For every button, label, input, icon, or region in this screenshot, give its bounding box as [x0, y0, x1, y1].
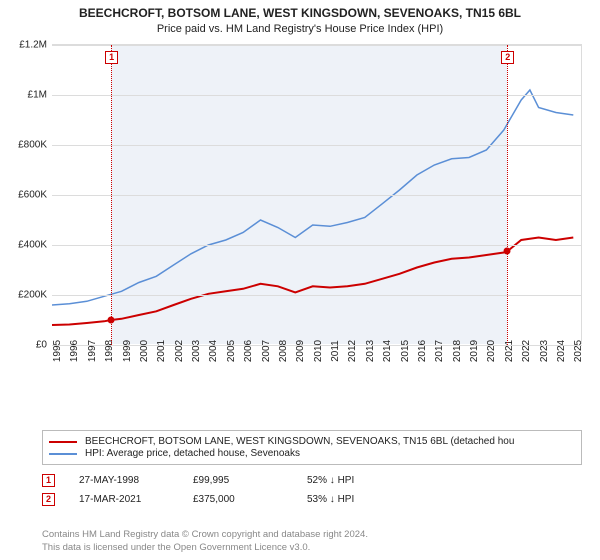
x-axis-label: 2000	[139, 340, 150, 362]
legend-item: BEECHCROFT, BOTSOM LANE, WEST KINGSDOWN,…	[49, 436, 575, 447]
legend-box: BEECHCROFT, BOTSOM LANE, WEST KINGSDOWN,…	[42, 430, 582, 465]
x-axis-label: 2018	[452, 340, 463, 362]
x-axis-label: 2003	[191, 340, 202, 362]
event-price: £375,000	[193, 494, 283, 505]
x-axis-label: 2014	[382, 340, 393, 362]
x-axis-label: 2001	[156, 340, 167, 362]
event-vs-hpi: 52% ↓ HPI	[307, 475, 397, 486]
x-axis-label: 2007	[261, 340, 272, 362]
chart-title: BEECHCROFT, BOTSOM LANE, WEST KINGSDOWN,…	[0, 0, 600, 20]
x-axis-label: 2017	[434, 340, 445, 362]
x-axis-label: 2023	[539, 340, 550, 362]
x-axis-label: 2022	[521, 340, 532, 362]
x-axis-label: 2005	[226, 340, 237, 362]
legend-swatch	[49, 441, 77, 443]
x-axis-label: 2008	[278, 340, 289, 362]
y-axis-label: £800K	[18, 140, 47, 151]
x-axis-label: 1999	[122, 340, 133, 362]
event-marker-box: 2	[42, 493, 55, 506]
x-axis-label: 2010	[313, 340, 324, 362]
y-axis-label: £0	[36, 340, 47, 351]
legend-item: HPI: Average price, detached house, Seve…	[49, 448, 575, 459]
event-vertical-line	[111, 45, 112, 345]
x-axis-label: 2004	[208, 340, 219, 362]
x-axis-label: 2016	[417, 340, 428, 362]
x-axis-label: 2024	[556, 340, 567, 362]
y-axis-label: £1M	[28, 90, 47, 101]
y-axis-label: £1.2M	[19, 40, 47, 51]
x-axis-label: 2015	[400, 340, 411, 362]
legend-swatch	[49, 453, 77, 455]
event-marker-box: 1	[105, 51, 118, 64]
footer-attribution: Contains HM Land Registry data © Crown c…	[42, 529, 368, 554]
legend-label: BEECHCROFT, BOTSOM LANE, WEST KINGSDOWN,…	[85, 436, 514, 447]
x-axis-label: 2002	[174, 340, 185, 362]
x-axis-label: 2013	[365, 340, 376, 362]
event-dot	[504, 248, 511, 255]
legend-label: HPI: Average price, detached house, Seve…	[85, 448, 300, 459]
gridline	[52, 195, 582, 196]
event-marker-box: 2	[501, 51, 514, 64]
y-axis-label: £200K	[18, 290, 47, 301]
gridline	[52, 145, 582, 146]
x-axis-label: 1997	[87, 340, 98, 362]
gridline	[52, 295, 582, 296]
x-axis-label: 1996	[69, 340, 80, 362]
x-axis-label: 2009	[295, 340, 306, 362]
gridline	[52, 245, 582, 246]
chart-area: £0£200K£400K£600K£800K£1M£1.2M1995199619…	[52, 44, 582, 384]
x-axis-label: 1995	[52, 340, 63, 362]
x-axis-label: 2019	[469, 340, 480, 362]
event-row: 2 17-MAR-2021 £375,000 53% ↓ HPI	[42, 493, 582, 506]
footer-line1: Contains HM Land Registry data © Crown c…	[42, 529, 368, 541]
series-line	[52, 238, 573, 326]
event-date: 17-MAR-2021	[79, 494, 169, 505]
y-axis-label: £400K	[18, 240, 47, 251]
chart-container: BEECHCROFT, BOTSOM LANE, WEST KINGSDOWN,…	[0, 0, 600, 560]
y-axis-label: £600K	[18, 190, 47, 201]
event-table: 1 27-MAY-1998 £99,995 52% ↓ HPI 2 17-MAR-2021…	[42, 474, 582, 512]
event-date: 27-MAY-1998	[79, 475, 169, 486]
plot-region: £0£200K£400K£600K£800K£1M£1.2M1995199619…	[52, 44, 582, 344]
event-price: £99,995	[193, 475, 283, 486]
x-axis-label: 2020	[486, 340, 497, 362]
event-row: 1 27-MAY-1998 £99,995 52% ↓ HPI	[42, 474, 582, 487]
event-vertical-line	[507, 45, 508, 345]
event-marker-box: 1	[42, 474, 55, 487]
gridline	[52, 45, 582, 46]
x-axis-label: 2006	[243, 340, 254, 362]
x-axis-label: 2011	[330, 340, 341, 362]
x-axis-label: 1998	[104, 340, 115, 362]
x-axis-label: 2012	[347, 340, 358, 362]
x-axis-label: 2025	[573, 340, 584, 362]
event-dot	[108, 317, 115, 324]
event-vs-hpi: 53% ↓ HPI	[307, 494, 397, 505]
gridline	[52, 95, 582, 96]
footer-line2: This data is licensed under the Open Gov…	[42, 542, 368, 554]
series-line	[52, 90, 573, 305]
chart-subtitle: Price paid vs. HM Land Registry's House …	[0, 20, 600, 35]
x-axis-label: 2021	[504, 340, 515, 362]
